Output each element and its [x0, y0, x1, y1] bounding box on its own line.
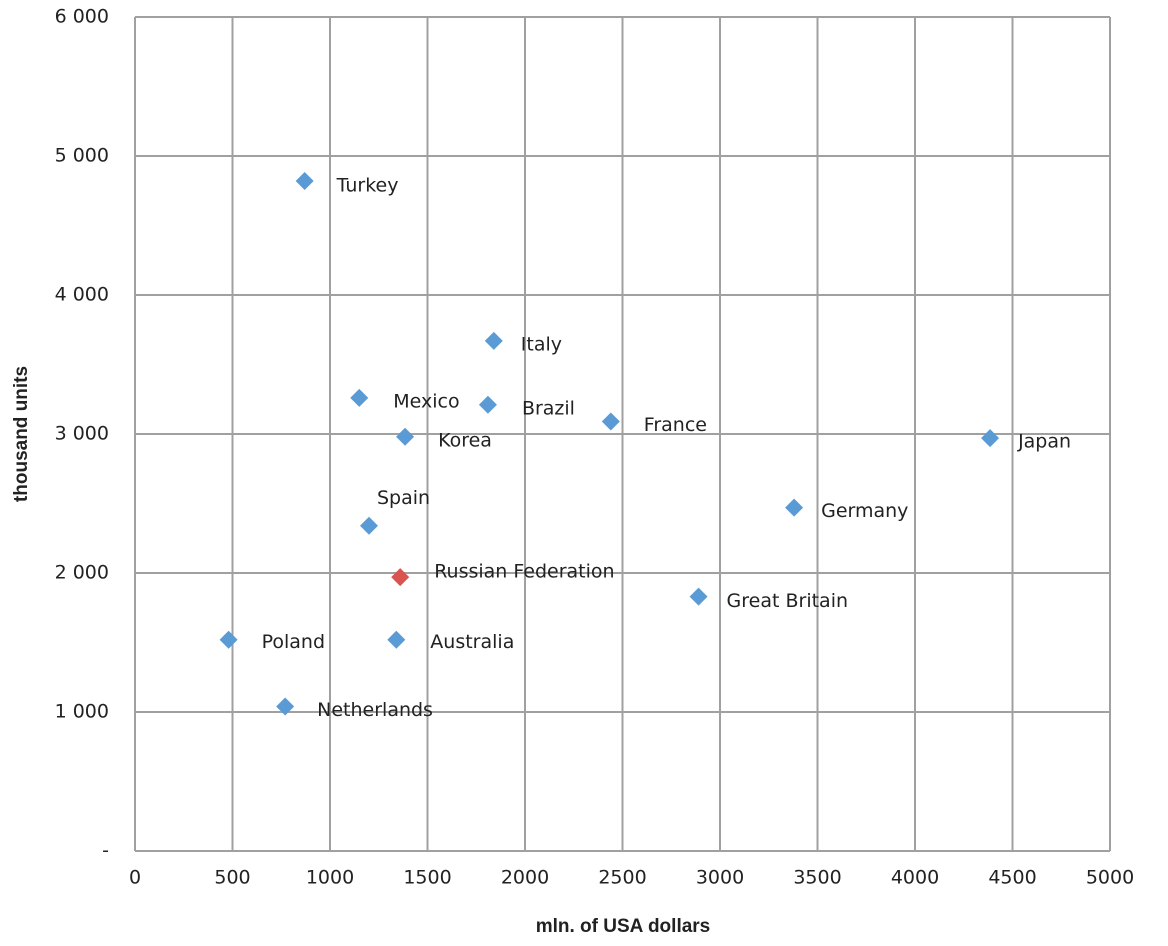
- point-label: Spain: [377, 487, 430, 509]
- x-tick-label: 1500: [403, 867, 451, 889]
- y-axis-title: thousand units: [11, 366, 32, 502]
- point: [785, 498, 804, 517]
- point: [295, 172, 314, 191]
- x-axis-title: mln. of USA dollars: [536, 916, 711, 937]
- point: [484, 331, 503, 350]
- point: [601, 412, 620, 431]
- point: [391, 568, 410, 587]
- y-tick-label: 2 000: [55, 562, 109, 584]
- point-label: Korea: [438, 429, 492, 451]
- y-tick-label: 1 000: [55, 701, 109, 723]
- point-label: France: [644, 414, 707, 436]
- x-tick-label: 2000: [501, 867, 549, 889]
- point-label: Japan: [1017, 431, 1071, 453]
- point-label: Russian Federation: [434, 561, 614, 583]
- x-tick-label: 0: [129, 867, 141, 889]
- point-label: Australia: [430, 631, 514, 653]
- point-label: Mexico: [393, 390, 459, 412]
- point: [350, 388, 369, 407]
- x-tick-label: 4500: [988, 867, 1036, 889]
- x-tick-label: 3500: [793, 867, 841, 889]
- x-tick-label: 2500: [598, 867, 646, 889]
- point-label: Netherlands: [317, 699, 433, 721]
- y-tick-label: 4 000: [55, 284, 109, 306]
- point-label: Brazil: [522, 397, 575, 419]
- point-label: Italy: [521, 333, 562, 355]
- y-tick-label: 3 000: [55, 423, 109, 445]
- x-tick-label: 5000: [1086, 867, 1134, 889]
- point: [478, 395, 497, 414]
- point: [219, 630, 238, 649]
- x-tick-label: 1000: [306, 867, 354, 889]
- point-label: Poland: [262, 631, 325, 653]
- point: [276, 697, 295, 716]
- y-tick-label: 6 000: [55, 6, 109, 28]
- x-tick-label: 3000: [696, 867, 744, 889]
- y-tick-label: 5 000: [55, 145, 109, 167]
- point-label: Germany: [821, 500, 908, 522]
- x-tick-label: 500: [214, 867, 250, 889]
- point: [689, 587, 708, 606]
- point-label: Turkey: [336, 175, 399, 197]
- x-tick-label: 4000: [891, 867, 939, 889]
- point-label: Great Britain: [727, 590, 848, 612]
- point: [396, 427, 415, 446]
- point: [981, 429, 1000, 448]
- y-tick-label: -: [102, 840, 109, 862]
- point: [387, 630, 406, 649]
- point: [360, 516, 378, 535]
